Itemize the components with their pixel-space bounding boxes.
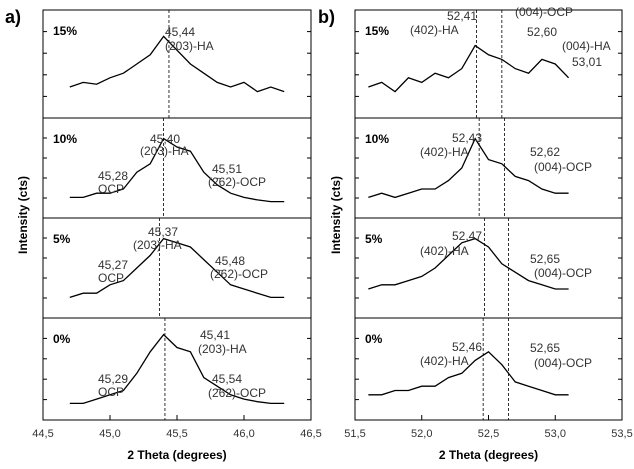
peak-annotation: 52,65 (530, 341, 560, 355)
peak-annotation: OCP (98, 385, 124, 399)
peak-annotation: (2̄62)-OCP (208, 175, 266, 189)
spectrum-line (368, 237, 569, 290)
x-tick-label: 53,5 (611, 428, 632, 440)
peak-annotation: 45,40 (150, 132, 180, 146)
peak-annotation: 52,62 (530, 145, 560, 159)
peak-annotation: 45,37 (148, 225, 178, 239)
x-tick-label: 52,0 (411, 428, 432, 440)
x-tick-label: 45,5 (166, 428, 187, 440)
peak-annotation: OCP (98, 271, 124, 285)
concentration-label: 10% (365, 132, 389, 146)
concentration-label: 5% (365, 232, 383, 246)
peak-annotation: 52,60 (527, 25, 557, 39)
peak-annotation: (203)-HA (198, 342, 247, 356)
x-tick-label: 52,5 (478, 428, 499, 440)
peak-annotation: (2̄62)-OCP (208, 386, 266, 400)
spectrum-line (69, 237, 285, 299)
peak-annotation: 52,46 (452, 340, 482, 354)
concentration-label: 15% (53, 24, 77, 38)
peak-annotation: 45,48 (215, 254, 245, 268)
peak-annotation: (402)-HA (410, 23, 459, 37)
peak-annotation: (004)-OCP (534, 266, 592, 280)
x-tick-label: 53,0 (545, 428, 566, 440)
peak-annotation: 45,41 (200, 328, 230, 342)
peak-annotation: (004)-OCP (534, 356, 592, 370)
spectrum-line (368, 350, 569, 396)
peak-annotation: 45,44 (165, 25, 195, 39)
subplot-frame (42, 317, 312, 421)
peak-annotation: (402)-HA (420, 244, 469, 258)
spectrum-line (69, 35, 285, 93)
concentration-label: 15% (365, 24, 389, 38)
panel-label: b) (318, 7, 335, 27)
x-axis-label: 2 Theta (degrees) (127, 448, 226, 462)
subplot-frame (354, 317, 623, 421)
concentration-label: 10% (53, 132, 77, 146)
peak-annotation: (402)-HA (420, 354, 469, 368)
x-axis-label: 2 Theta (degrees) (439, 448, 538, 462)
peak-annotation: 45,28 (98, 169, 128, 183)
concentration-label: 0% (365, 332, 383, 346)
spectrum-line (368, 137, 569, 199)
panel-label: a) (5, 7, 21, 27)
peak-annotation: (004)-OCP (534, 160, 592, 174)
peak-annotation: 52,41 (447, 9, 477, 23)
peak-annotation: 45,54 (212, 372, 242, 386)
x-tick-label: 44,5 (32, 428, 53, 440)
x-tick-label: 46,5 (300, 428, 321, 440)
peak-annotation: (004)-HA (562, 39, 611, 53)
peak-annotation: (004)-OCP (515, 5, 573, 19)
peak-annotation: (203)-HA (165, 39, 214, 53)
spectrum-line (368, 44, 570, 93)
y-axis-label: Intensity (cts) (16, 176, 30, 254)
peak-annotation: 45,29 (98, 372, 128, 386)
y-axis-label: Intensity (cts) (329, 176, 343, 254)
concentration-label: 0% (53, 332, 71, 346)
x-tick-label: 46,0 (233, 428, 254, 440)
spectrum-line (69, 333, 285, 405)
peak-annotation: 52,65 (530, 252, 560, 266)
spectrum-line (69, 137, 285, 203)
peak-annotation: (402)-HA (420, 145, 469, 159)
peak-annotation: 45,27 (98, 258, 128, 272)
peak-annotation: 52,43 (452, 131, 482, 145)
peak-annotation: 53,01 (572, 55, 602, 69)
concentration-label: 5% (53, 232, 71, 246)
peak-annotation: (2̄62)-OCP (210, 267, 268, 281)
peak-annotation: OCP (98, 182, 124, 196)
peak-annotation: (203)-HA (133, 238, 182, 252)
peak-annotation: 45,51 (212, 162, 242, 176)
x-tick-label: 51,5 (344, 428, 365, 440)
x-tick-label: 45,0 (99, 428, 120, 440)
peak-annotation: 52,47 (452, 229, 482, 243)
peak-annotation: (203)-HA (140, 144, 189, 158)
